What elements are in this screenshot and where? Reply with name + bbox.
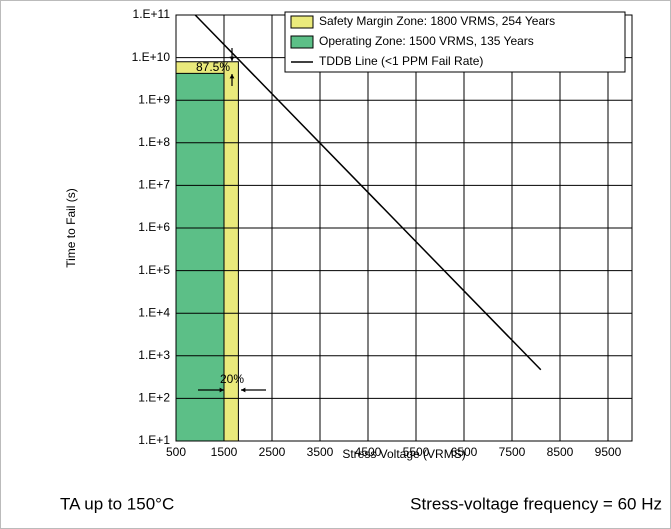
- x-tick-label: 7500: [499, 445, 526, 459]
- footer-left: TA up to 150°C: [60, 494, 174, 513]
- x-tick-label: 4500: [355, 445, 382, 459]
- arrow-head: [229, 74, 235, 79]
- y-tick-label: 1.E+6: [138, 220, 170, 234]
- y-tick-label: 1.E+5: [138, 263, 170, 277]
- y-tick-label: 1.E+10: [132, 50, 171, 64]
- annotation: 87.5%: [196, 60, 230, 74]
- y-tick-label: 1.E+7: [138, 178, 170, 192]
- y-tick-label: 1.E+1: [138, 433, 170, 447]
- x-tick-label: 1500: [211, 445, 238, 459]
- y-tick-label: 1.E+4: [138, 305, 170, 319]
- y-tick-label: 1.E+8: [138, 135, 170, 149]
- y-axis-title: Time to Fail (s): [64, 188, 78, 268]
- x-tick-label: 9500: [595, 445, 622, 459]
- legend-label: Operating Zone: 1500 VRMS, 135 Years: [319, 34, 534, 48]
- y-tick-label: 1.E+2: [138, 391, 170, 405]
- x-tick-label: 500: [166, 445, 186, 459]
- legend-swatch: [290, 35, 314, 49]
- arrow-head: [241, 387, 246, 393]
- annotation: 20%: [220, 372, 244, 386]
- x-tick-label: 3500: [307, 445, 334, 459]
- y-tick-label: 1.E+3: [138, 348, 170, 362]
- arrow-head: [229, 56, 235, 61]
- legend-swatch: [290, 15, 314, 29]
- arrow-head: [219, 387, 224, 393]
- x-axis-title: Stress Voltage (VRMS): [342, 447, 465, 461]
- zone-area: [175, 72, 225, 442]
- x-tick-label: 8500: [547, 445, 574, 459]
- legend-label: TDDB Line (<1 PPM Fail Rate): [319, 54, 483, 68]
- y-tick-label: 1.E+9: [138, 92, 170, 106]
- y-tick-label: 1.E+11: [133, 7, 171, 21]
- legend-box: [284, 11, 626, 73]
- x-tick-label: 5500: [403, 445, 430, 459]
- x-tick-label: 6500: [451, 445, 478, 459]
- legend-label: Safety Margin Zone: 1800 VRMS, 254 Years: [319, 14, 555, 28]
- footer-right: Stress-voltage frequency = 60 Hz: [410, 494, 662, 513]
- tddb-line: [194, 14, 542, 371]
- x-tick-label: 2500: [259, 445, 286, 459]
